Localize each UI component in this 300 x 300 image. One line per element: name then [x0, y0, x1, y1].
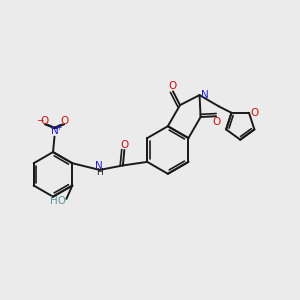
- Text: O: O: [212, 117, 220, 127]
- Text: O: O: [60, 116, 68, 126]
- Text: HO: HO: [50, 196, 66, 206]
- Text: O: O: [120, 140, 128, 150]
- Text: O: O: [41, 116, 49, 126]
- Text: N: N: [51, 126, 58, 136]
- Text: O: O: [250, 108, 259, 118]
- Text: O: O: [169, 81, 177, 91]
- Text: N: N: [201, 90, 208, 100]
- Text: −: −: [36, 115, 44, 124]
- Text: +: +: [56, 123, 62, 132]
- Text: H: H: [96, 168, 103, 177]
- Text: N: N: [95, 161, 103, 171]
